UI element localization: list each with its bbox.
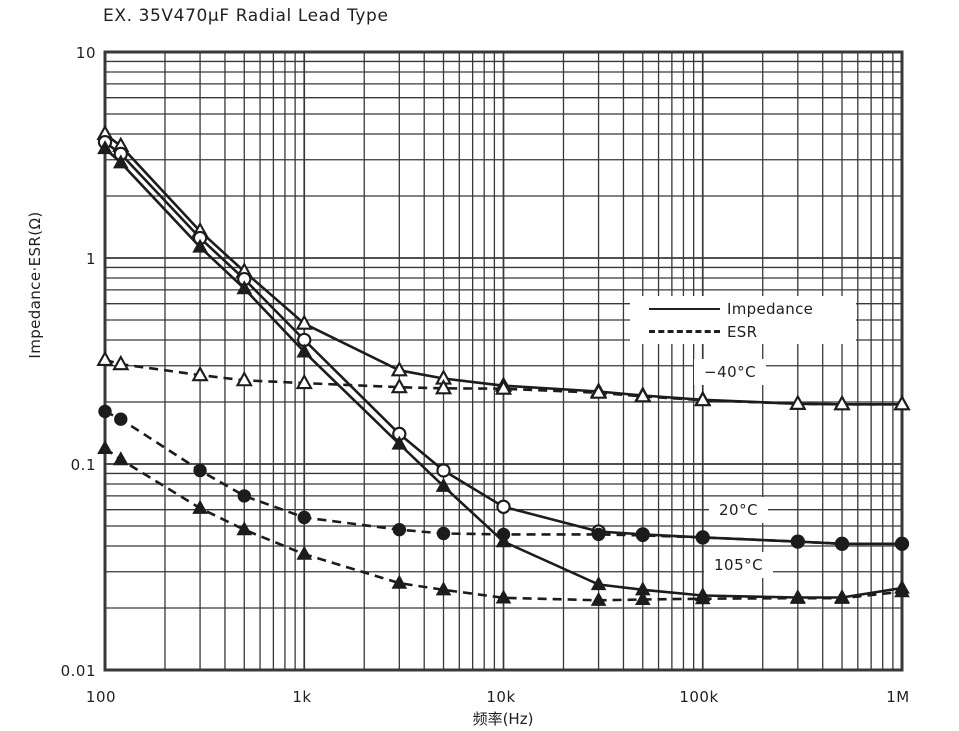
triangle-open-marker (434, 378, 453, 395)
circle-filled-marker (895, 537, 909, 551)
y-tick-1: 1 (85, 250, 96, 268)
x-tick-1k: 1k (292, 688, 312, 706)
triangle-filled-marker (435, 477, 452, 492)
legend-label-esr: ESR (727, 322, 758, 341)
triangle-filled-marker (296, 343, 313, 358)
triangle-filled-marker (112, 451, 129, 466)
x-tick-10k: 10k (486, 688, 516, 706)
triangle-filled-marker (296, 545, 313, 560)
solid-line-sample-icon (649, 307, 720, 310)
circle-open-marker (496, 499, 511, 514)
circle-filled-marker (114, 412, 128, 426)
circle-filled-marker (193, 463, 207, 478)
circle-filled-marker (496, 527, 511, 542)
triangle-filled-marker (236, 280, 253, 295)
triangle-filled-marker (634, 591, 651, 606)
legend: Impedance ESR (630, 296, 856, 344)
circle-filled-marker (591, 527, 606, 542)
circle-filled-marker (791, 534, 805, 549)
circle-open-marker (436, 463, 451, 478)
legend-item-impedance: Impedance (630, 300, 856, 318)
circle-filled-marker (636, 528, 650, 543)
triangle-filled-marker (192, 238, 208, 253)
chart-title: EX. 35V470μF Radial Lead Type (103, 6, 389, 26)
triangle-open-marker (694, 390, 712, 407)
triangle-filled-marker (97, 440, 113, 455)
triangle-open-marker (390, 360, 408, 377)
triangle-open-marker (390, 377, 408, 394)
triangle-open-marker (191, 365, 209, 382)
triangle-filled-marker (694, 590, 711, 605)
triangle-filled-marker (590, 591, 607, 606)
triangle-filled-marker (236, 521, 253, 536)
y-tick-0.01: 0.01 (60, 662, 96, 680)
circle-filled-marker (297, 510, 311, 525)
x-tick-1M: 1M (886, 688, 910, 706)
circle-filled-marker (835, 537, 849, 551)
dashed-line-sample-icon (649, 330, 720, 333)
curve-label-minus-40C: −40°C (694, 359, 767, 385)
triangle-filled-marker (192, 499, 208, 514)
triangle-open-marker (235, 370, 253, 387)
curve-label-105C: 105°C (704, 552, 774, 578)
triangle-filled-marker (894, 583, 910, 598)
triangle-open-marker (589, 383, 608, 399)
triangle-open-marker (494, 379, 513, 395)
y-tick-10: 10 (75, 44, 96, 62)
triangle-filled-marker (391, 435, 408, 450)
triangle-open-marker (112, 354, 130, 371)
triangle-open-marker (833, 394, 851, 411)
series-line-impedance-−40°c (104, 132, 902, 406)
triangle-filled-marker (590, 576, 607, 591)
series-line-impedance-105°c (104, 147, 903, 599)
x-tick-100: 100 (85, 688, 117, 706)
triangle-filled-marker (789, 589, 806, 604)
legend-label-impedance: Impedance (727, 299, 814, 318)
triangle-filled-marker (435, 581, 452, 596)
triangle-open-marker (634, 386, 652, 403)
triangle-filled-marker (391, 574, 408, 589)
circle-filled-marker (696, 530, 710, 545)
triangle-open-marker (789, 394, 807, 410)
x-tick-100k: 100k (679, 688, 719, 706)
y-tick-0.1: 0.1 (70, 456, 96, 474)
triangle-filled-marker (97, 140, 113, 155)
legend-item-esr: ESR (630, 323, 856, 341)
triangle-filled-marker (834, 589, 850, 604)
circle-filled-marker (237, 489, 251, 503)
triangle-open-marker (295, 314, 313, 330)
triangle-open-marker (96, 350, 114, 366)
triangle-filled-marker (495, 589, 512, 604)
x-axis-title: 频率(Hz) (472, 710, 534, 728)
triangle-open-marker (893, 394, 911, 411)
curve-label-20C: 20°C (709, 497, 769, 523)
circle-filled-marker (436, 526, 451, 541)
triangle-filled-marker (112, 154, 129, 169)
circle-filled-marker (98, 404, 112, 419)
circle-filled-marker (392, 522, 407, 537)
triangle-open-marker (295, 373, 313, 390)
series-line-impedance-20°c (104, 141, 902, 546)
